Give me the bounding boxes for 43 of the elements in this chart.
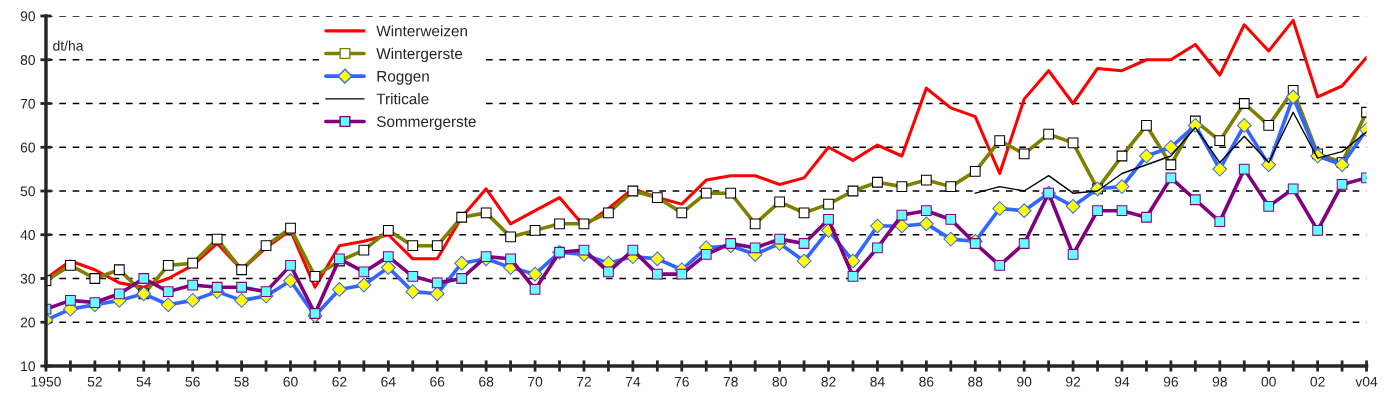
y-tick-label: 10 — [21, 361, 36, 372]
x-tick-label: 70 — [528, 376, 543, 387]
y-tick-label: 20 — [20, 317, 36, 328]
y-tick-label: 40 — [20, 230, 36, 240]
y-axis-title: dt/ha — [53, 40, 84, 51]
legend-label: Triticale — [376, 93, 429, 105]
x-tick-label: 54 — [136, 376, 152, 387]
x-tick-label: 94 — [1114, 376, 1130, 387]
x-tick-label: 92 — [1066, 376, 1081, 387]
x-tick-label: 76 — [674, 376, 689, 387]
y-tick-label: 30 — [20, 273, 36, 284]
x-tick-label: 64 — [381, 376, 396, 387]
x-tick-label: 66 — [430, 376, 445, 387]
x-tick-label: 1950 — [31, 376, 61, 387]
x-tick-label: 84 — [870, 376, 885, 387]
x-tick-label: v04 — [1355, 376, 1378, 387]
legend-label: Roggen — [377, 71, 429, 85]
x-tick-label: 68 — [479, 376, 494, 387]
legend-label: Sommergerste — [376, 116, 476, 130]
x-tick-label: 98 — [1212, 376, 1227, 387]
x-tick-label: 90 — [1017, 376, 1032, 387]
x-tick-label: 88 — [968, 376, 983, 387]
legend-label: Wintergerste — [376, 47, 463, 63]
y-tick-label: 60 — [20, 142, 36, 153]
x-tick-label: 72 — [576, 376, 591, 387]
x-tick-label: 60 — [283, 376, 298, 387]
x-tick-label: 02 — [1310, 376, 1325, 387]
x-tick-label: 58 — [234, 376, 249, 387]
y-tick-label: 80 — [20, 55, 36, 65]
x-tick-label: 52 — [87, 376, 102, 387]
x-tick-label: 80 — [772, 376, 787, 387]
x-tick-label: 78 — [723, 376, 738, 387]
y-tick-label: 70 — [20, 98, 36, 109]
y-tick-label: 50 — [20, 186, 36, 197]
x-tick-label: 00 — [1261, 376, 1276, 387]
x-tick-label: 74 — [625, 376, 641, 387]
legend-label: Winterweizen — [376, 25, 467, 37]
x-tick-label: 56 — [185, 376, 200, 387]
x-tick-label: 62 — [332, 376, 347, 387]
x-tick-label: 96 — [1163, 376, 1179, 387]
y-tick-label: 90 — [20, 11, 36, 22]
x-tick-label: 82 — [821, 376, 836, 387]
x-tick-label: 86 — [919, 376, 934, 387]
